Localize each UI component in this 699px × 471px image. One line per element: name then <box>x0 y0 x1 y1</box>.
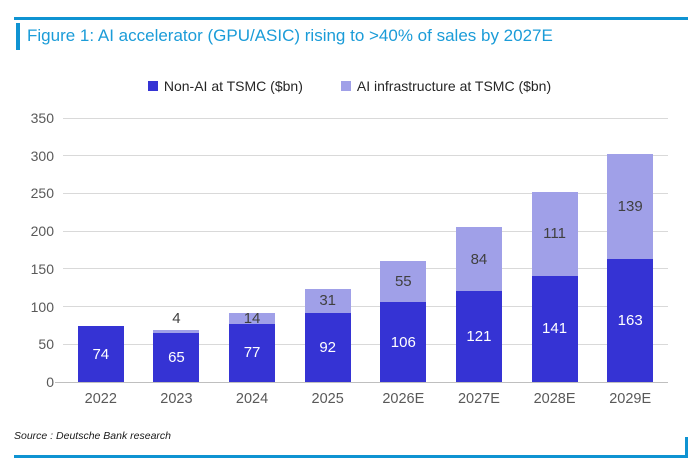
bar-segment-ai: 111 <box>531 191 578 276</box>
bar-segment-ai: 84 <box>455 227 502 291</box>
bar-value-label-ai: 31 <box>319 292 337 310</box>
bar-segment-ai: 139 <box>607 154 654 260</box>
bar-value-label-non-ai: 74 <box>92 345 110 363</box>
bar-value-label-ai: 84 <box>470 250 488 268</box>
y-axis-tick-label: 0 <box>46 374 54 390</box>
legend-item-non-ai: Non-AI at TSMC ($bn) <box>147 78 303 94</box>
y-axis-tick-label: 50 <box>38 336 54 353</box>
bar-column-2024: 77 14 <box>229 118 276 382</box>
x-axis-label: 2028E <box>533 391 576 407</box>
bar-column-2029E: 163 139 <box>607 118 654 382</box>
y-axis-tick-label: 350 <box>30 110 54 126</box>
bar-column-2026E: 106 55 <box>380 118 427 382</box>
bar-column-2022: 74 <box>77 118 124 382</box>
bar-segment-non-ai: 106 <box>380 302 427 382</box>
legend-label-non-ai: Non-AI at TSMC ($bn) <box>163 78 303 94</box>
bar-column-2023: 65 4 <box>153 118 200 382</box>
x-axis-label: 2024 <box>235 391 269 407</box>
plot-area: 0 50 100 150 200 250 300 350 74 2022 65 4 2023 77 14 20… <box>31 110 668 407</box>
bar-segment-ai <box>153 329 200 333</box>
gridline <box>63 306 668 308</box>
bar-segment-non-ai: 141 <box>531 275 578 382</box>
chart-legend: Non-AI at TSMC ($bn) AI infrastructure a… <box>0 78 699 94</box>
gridline <box>55 381 668 383</box>
top-rule <box>14 17 688 20</box>
legend-label-ai: AI infrastructure at TSMC ($bn) <box>356 78 552 94</box>
bar-value-label-non-ai: 106 <box>390 333 416 351</box>
x-axis-label: 2029E <box>609 391 652 407</box>
legend-swatch-non-ai <box>147 81 158 91</box>
x-axis-label: 2026E <box>382 391 425 407</box>
bar-value-label-ai: 55 <box>394 272 412 290</box>
bar-segment-ai: 55 <box>380 260 427 303</box>
x-axis-label: 2027E <box>457 391 500 407</box>
bar-value-label-non-ai: 163 <box>617 312 643 330</box>
bar-value-label-non-ai: 92 <box>319 338 337 356</box>
source-note: Source : Deutsche Bank research <box>14 430 171 442</box>
bottom-right-tick <box>685 437 688 458</box>
bar-column-2028E: 141 111 <box>531 118 578 382</box>
gridline <box>63 155 668 157</box>
bar-column-2025: 92 31 <box>304 118 351 382</box>
bar-segment-non-ai: 163 <box>607 259 654 382</box>
bar-segment-non-ai: 121 <box>455 290 502 382</box>
figure-title: Figure 1: AI accelerator (GPU/ASIC) risi… <box>27 26 553 45</box>
bar-segment-non-ai: 92 <box>304 312 351 382</box>
bar-value-label-non-ai: 65 <box>168 348 185 366</box>
bar-value-label-ai: 111 <box>543 225 566 243</box>
gridline <box>63 192 668 194</box>
x-axis-label: 2022 <box>84 391 117 407</box>
legend-swatch-ai <box>340 81 351 91</box>
legend-item-ai: AI infrastructure at TSMC ($bn) <box>340 78 552 94</box>
bar-value-label-non-ai: 77 <box>243 344 261 362</box>
bar-column-2027E: 121 84 <box>455 118 502 382</box>
bar-value-label-ai: 4 <box>172 309 181 327</box>
y-axis-tick-label: 200 <box>30 223 54 240</box>
y-axis-tick-label: 300 <box>30 147 54 164</box>
gridline <box>63 117 668 119</box>
gridline <box>63 230 668 232</box>
y-axis-tick-label: 250 <box>30 185 54 202</box>
bar-segment-non-ai: 65 <box>153 332 200 382</box>
bar-segment-non-ai: 74 <box>77 326 124 382</box>
bar-value-label-ai: 14 <box>243 310 261 328</box>
gridline <box>63 343 668 345</box>
bottom-rule <box>14 455 688 458</box>
bar-value-label-non-ai: 141 <box>542 320 568 338</box>
bar-segment-ai: 31 <box>304 289 351 313</box>
gridline <box>63 268 668 270</box>
bar-segment-ai: 14 <box>229 310 276 328</box>
bar-value-label-non-ai: 121 <box>466 327 492 345</box>
title-accent-bar <box>16 23 20 50</box>
x-axis-label: 2023 <box>160 391 193 407</box>
bar-value-label-ai: 139 <box>617 198 643 216</box>
x-axis-label: 2025 <box>311 391 344 407</box>
bar-segment-non-ai: 77 <box>229 323 276 382</box>
y-axis-tick-label: 150 <box>30 260 54 277</box>
y-axis-tick-label: 100 <box>30 298 54 315</box>
